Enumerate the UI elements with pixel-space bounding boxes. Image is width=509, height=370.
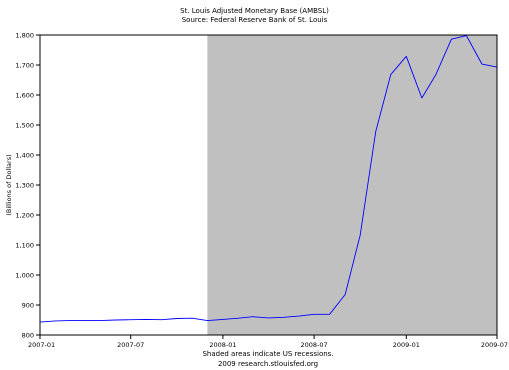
- footer-note: Shaded areas indicate US recessions.: [202, 350, 333, 358]
- y-tick-label: 1,500: [15, 122, 34, 130]
- x-tick-label: 2009-07: [481, 341, 508, 349]
- y-tick-label: 1,400: [15, 152, 34, 160]
- plot-layer: [40, 35, 498, 335]
- y-tick-label: 800: [22, 332, 34, 340]
- tick-layer: 800 900 1,000 1,100 1,200 1,300 1,400 1,500 1,60…: [15, 32, 508, 350]
- x-tick-label: 2007-07: [117, 341, 144, 349]
- y-tick-label: 1,200: [15, 212, 34, 220]
- chart-subtitle: Source: Federal Reserve Bank of St. Loui…: [182, 16, 328, 24]
- x-tick-label: 2008-01: [209, 341, 236, 349]
- recession-shading: [207, 35, 498, 335]
- y-axis-label: (Billions of Dollars): [5, 154, 13, 215]
- y-tick-label: 1,600: [15, 92, 34, 100]
- y-tick-label: 900: [22, 302, 34, 310]
- y-tick-label: 1,800: [15, 32, 34, 40]
- footer-source: 2009 research.stlouisfed.org: [218, 360, 318, 368]
- y-tick-label: 1,000: [15, 272, 34, 280]
- y-tick-label: 1,300: [15, 182, 34, 190]
- x-tick-label: 2007-01: [28, 341, 55, 349]
- y-tick-label: 1,700: [15, 62, 34, 70]
- series-layer: [39, 35, 498, 323]
- y-tick-label: 1,100: [15, 242, 34, 250]
- x-tick-label: 2009-01: [393, 341, 420, 349]
- chart-title: St. Louis Adjusted Monetary Base (AMBSL): [180, 7, 329, 15]
- x-tick-label: 2008-07: [301, 341, 328, 349]
